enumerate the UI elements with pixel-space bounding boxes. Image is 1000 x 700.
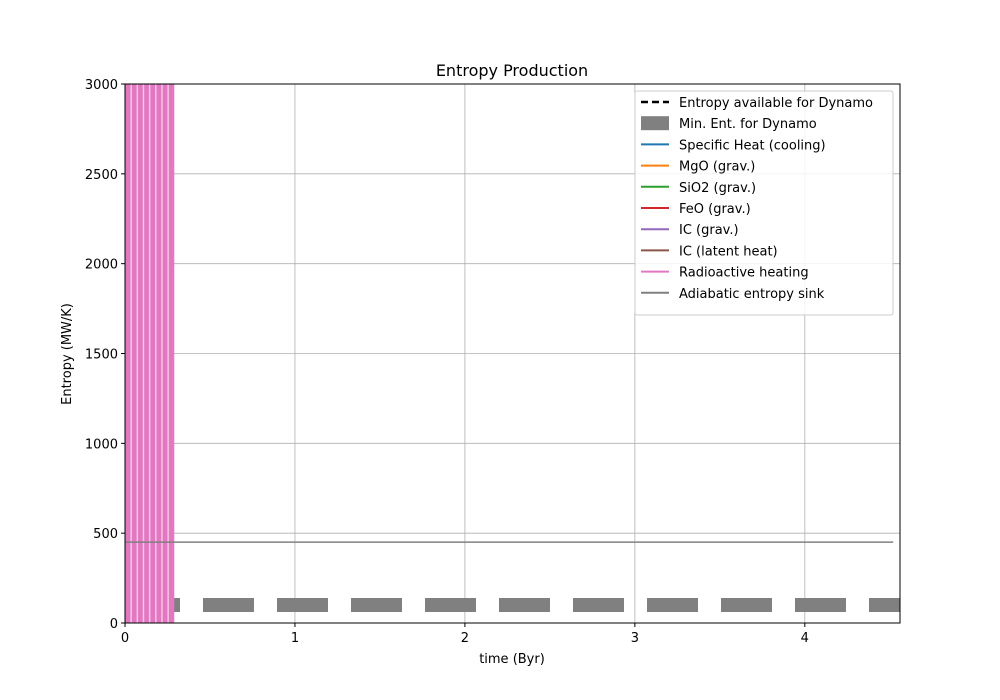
legend-entry: FeO (grav.) <box>641 202 751 217</box>
legend-label: Min. Ent. for Dynamo <box>679 117 817 132</box>
legend-label: Adiabatic entropy sink <box>679 287 825 302</box>
legend-entry: MgO (grav.) <box>641 160 755 175</box>
x-tick-label: 4 <box>801 631 809 646</box>
legend-entry: SiO2 (grav.) <box>641 181 756 196</box>
y-tick-label: 2500 <box>85 168 118 183</box>
legend-label: FeO (grav.) <box>679 202 751 217</box>
legend-label: Radioactive heating <box>679 266 809 281</box>
legend-label: Entropy available for Dynamo <box>679 96 873 111</box>
y-tick-label: 3000 <box>85 78 118 93</box>
legend-entry: IC (latent heat) <box>641 244 778 259</box>
plot-area <box>125 84 900 623</box>
legend-entry: Radioactive heating <box>641 266 809 281</box>
legend-entry: Min. Ent. for Dynamo <box>641 116 817 132</box>
y-axis-ticks: 0 500 1000 1500 2000 2500 3000 <box>85 78 125 632</box>
legend-entry: Adiabatic entropy sink <box>641 287 825 302</box>
chart-title: Entropy Production <box>436 61 588 80</box>
x-tick-label: 0 <box>121 631 129 646</box>
y-tick-label: 1500 <box>85 348 118 363</box>
x-tick-label: 2 <box>461 631 469 646</box>
y-axis-label: Entropy (MW/K) <box>60 303 75 405</box>
legend: Entropy available for Dynamo Min. Ent. fo… <box>634 90 894 316</box>
y-tick-label: 0 <box>110 617 118 632</box>
y-tick-label: 1000 <box>85 437 118 452</box>
legend-label: MgO (grav.) <box>679 160 755 175</box>
x-tick-label: 3 <box>631 631 639 646</box>
series-radioactive-heating <box>125 84 175 623</box>
legend-label: Specific Heat (cooling) <box>679 138 826 153</box>
legend-box <box>634 90 894 316</box>
x-axis-label: time (Byr) <box>479 652 545 667</box>
y-tick-label: 500 <box>93 527 118 542</box>
legend-swatch <box>641 116 669 131</box>
legend-entry: IC (grav.) <box>641 223 739 238</box>
legend-label: IC (grav.) <box>679 223 739 238</box>
x-tick-label: 1 <box>291 631 299 646</box>
x-axis-ticks: 0 1 2 3 4 <box>121 623 809 646</box>
legend-label: IC (latent heat) <box>679 244 778 259</box>
y-tick-label: 2000 <box>85 258 118 273</box>
legend-entry: Entropy available for Dynamo <box>641 96 873 111</box>
legend-entry: Specific Heat (cooling) <box>641 138 826 153</box>
legend-label: SiO2 (grav.) <box>679 181 756 196</box>
